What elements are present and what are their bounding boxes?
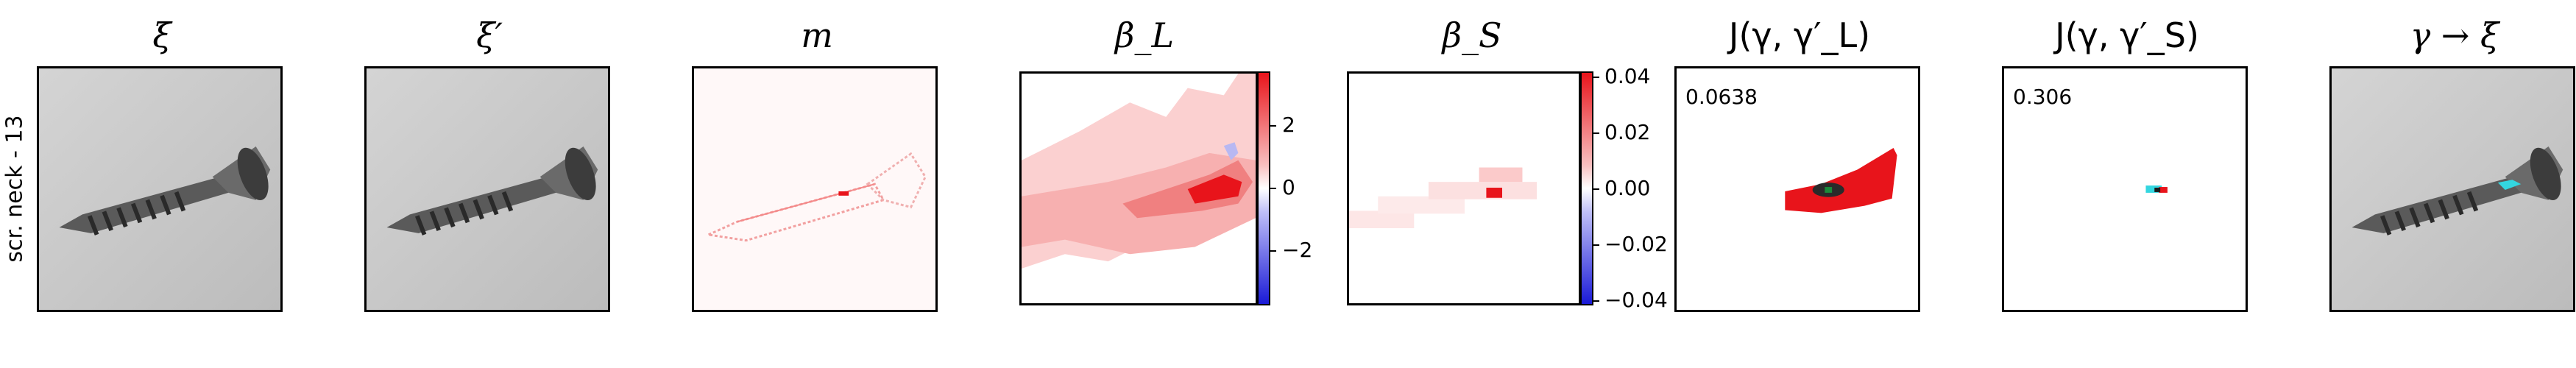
- title-xi: ξ: [152, 15, 171, 55]
- j-s-overlap-map: [2004, 68, 2246, 310]
- colorbar-tick-label: 0.02: [1604, 120, 1651, 144]
- j-l-overlap-map: [1677, 68, 1918, 310]
- screw-photo-overlay: [2332, 68, 2573, 310]
- beta-s-heatmap: [1349, 74, 1579, 303]
- colorbar-tick-mark: [1270, 250, 1276, 252]
- colorbar-tick-label: 0.00: [1604, 176, 1651, 200]
- title-beta-l: β_L: [1114, 15, 1175, 55]
- image-gamma-xi: [2329, 66, 2575, 312]
- screw-photo-xi-prime: [367, 68, 608, 310]
- screw-photo-xi: [39, 68, 280, 310]
- title-xi-prime: ξ′: [476, 15, 503, 55]
- title-j-l: J(γ, γ′_L): [1728, 15, 1871, 55]
- image-j-s: 0.306: [2002, 66, 2248, 312]
- score-j-l: 0.0638: [1685, 85, 1758, 109]
- row-label: scr. neck - 13: [0, 100, 29, 277]
- colorbar-tick-label: 0: [1282, 175, 1295, 199]
- image-beta-s: [1347, 71, 1581, 305]
- row-label-text: scr. neck - 13: [1, 114, 28, 263]
- colorbar-tick-mark: [1270, 188, 1276, 189]
- image-xi-prime: [364, 66, 610, 312]
- title-m: m: [801, 15, 833, 55]
- colorbar-tick-label: −0.02: [1604, 232, 1668, 256]
- colorbar-tick-mark: [1593, 188, 1599, 190]
- title-beta-s: β_S: [1442, 15, 1502, 55]
- colorbar-tick-mark: [1270, 125, 1276, 127]
- colorbar-beta-s: [1580, 71, 1593, 305]
- colorbar-beta-l: [1257, 71, 1270, 305]
- image-beta-l: [1019, 71, 1258, 305]
- colorbar-tick-mark: [1593, 132, 1599, 134]
- image-m: [692, 66, 938, 312]
- colorbar-tick-label: 0.04: [1604, 64, 1651, 88]
- colorbar-tick-mark: [1593, 77, 1599, 78]
- mask-heatmap: [694, 68, 935, 310]
- image-j-l: 0.0638: [1674, 66, 1920, 312]
- score-j-s: 0.306: [2013, 85, 2073, 109]
- title-j-s: J(γ, γ′_S): [2055, 15, 2199, 55]
- image-xi: [37, 66, 283, 312]
- beta-l-heatmap: [1022, 74, 1256, 303]
- colorbar-tick-mark: [1593, 300, 1599, 302]
- colorbar-tick-label: 2: [1282, 113, 1295, 137]
- title-gamma-xi: γ → ξ: [2410, 15, 2499, 55]
- colorbar-tick-mark: [1593, 244, 1599, 246]
- colorbar-tick-label: −2: [1282, 238, 1313, 262]
- colorbar-tick-label: −0.04: [1604, 288, 1668, 312]
